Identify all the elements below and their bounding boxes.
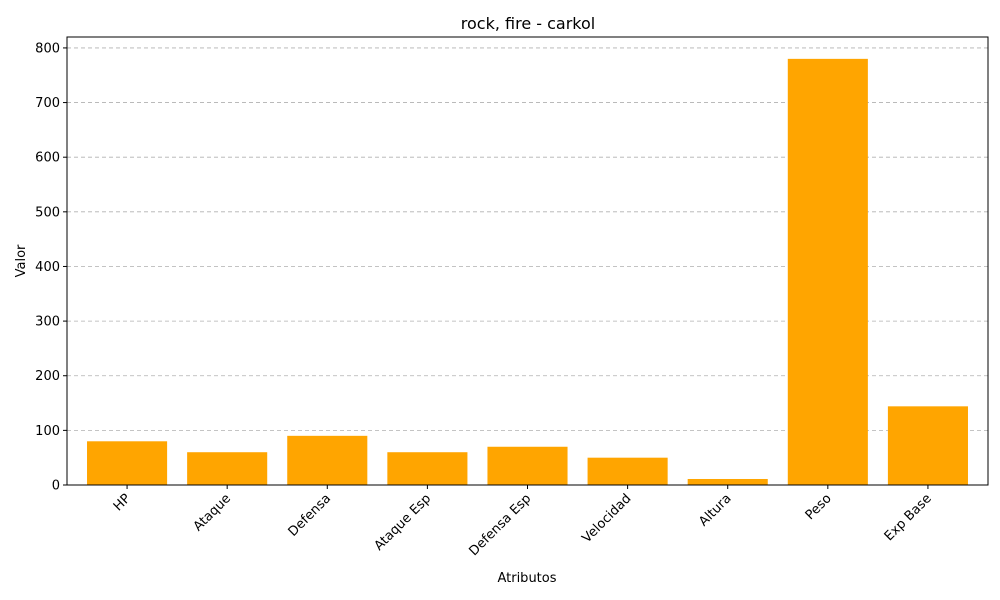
x-axis: HP Ataque Defensa Ataque Esp Defensa Esp Velo… [111, 485, 935, 559]
x-tick-label: Velocidad [580, 491, 635, 546]
bar-ataque [187, 452, 268, 485]
x-axis-label: Atributos [497, 571, 556, 586]
bar-velocidad [587, 457, 668, 485]
y-tick-label: 0 [52, 479, 60, 494]
y-tick-label: 700 [35, 96, 60, 111]
x-tick-label: Defensa [286, 491, 334, 539]
bar-peso [787, 58, 868, 485]
y-tick-label: 300 [35, 315, 60, 330]
chart-title: rock, fire - carkol [461, 14, 595, 33]
y-tick-label: 200 [35, 369, 60, 384]
y-tick-label: 600 [35, 151, 60, 166]
x-tick-label: HP [111, 491, 134, 514]
x-tick-label: Ataque Esp [372, 491, 435, 554]
bar-altura [687, 478, 768, 485]
bars [87, 58, 968, 485]
x-tick-label: Ataque [191, 491, 234, 534]
x-tick-label: Defensa Esp [466, 491, 534, 559]
y-tick-label: 800 [35, 41, 60, 56]
x-tick-label: Exp Base [882, 491, 935, 544]
bar-ataque-esp [387, 452, 468, 485]
y-axis: 0 100 200 300 400 500 600 700 800 [35, 41, 67, 494]
bar-hp [87, 441, 168, 485]
y-tick-label: 100 [35, 424, 60, 439]
bar-defensa [287, 435, 368, 485]
bar-defensa-esp [487, 446, 568, 485]
y-tick-label: 500 [35, 205, 60, 220]
x-tick-label: Peso [803, 491, 835, 523]
bar-exp-base [887, 406, 968, 485]
x-tick-label: Altura [696, 491, 734, 529]
y-tick-label: 400 [35, 260, 60, 275]
y-axis-label: Valor [14, 244, 29, 277]
